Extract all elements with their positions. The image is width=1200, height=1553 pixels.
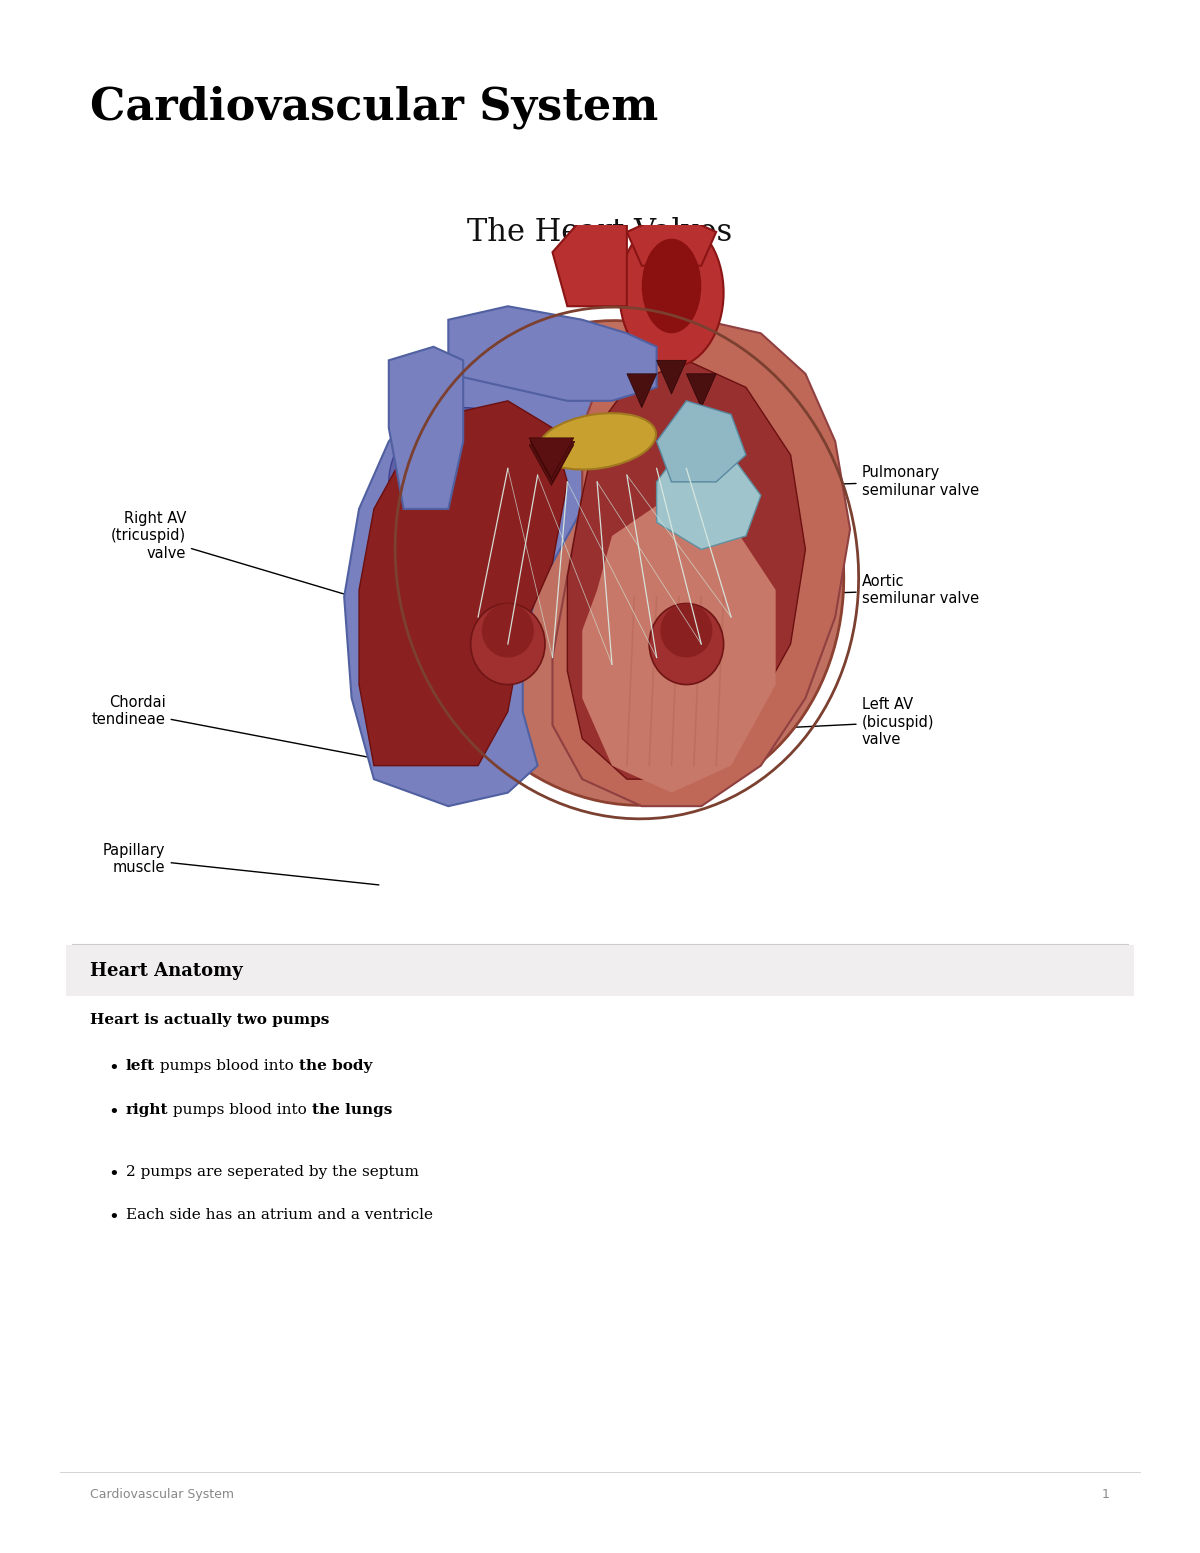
Polygon shape xyxy=(529,438,574,478)
Polygon shape xyxy=(552,219,626,306)
Text: Heart is actually two pumps: Heart is actually two pumps xyxy=(90,1013,329,1027)
Bar xyxy=(66,944,1134,997)
Text: pumps blood into: pumps blood into xyxy=(168,1103,312,1117)
Text: •: • xyxy=(108,1103,119,1121)
Polygon shape xyxy=(582,495,775,792)
Text: left: left xyxy=(126,1059,155,1073)
Polygon shape xyxy=(656,441,761,550)
Text: right: right xyxy=(126,1103,168,1117)
Text: 1: 1 xyxy=(1102,1488,1110,1500)
Text: Papillary
muscle: Papillary muscle xyxy=(103,843,379,885)
Text: pumps blood into: pumps blood into xyxy=(155,1059,299,1073)
Text: Chordai
tendineae: Chordai tendineae xyxy=(91,696,370,758)
Text: the lungs: the lungs xyxy=(312,1103,392,1117)
Ellipse shape xyxy=(649,604,724,685)
Text: the body: the body xyxy=(299,1059,372,1073)
Polygon shape xyxy=(552,320,850,806)
Polygon shape xyxy=(656,401,746,481)
Polygon shape xyxy=(626,374,656,407)
Polygon shape xyxy=(626,211,716,266)
Polygon shape xyxy=(686,374,716,407)
Polygon shape xyxy=(344,346,612,806)
Text: Pulmonary
semilunar valve: Pulmonary semilunar valve xyxy=(680,466,979,497)
Polygon shape xyxy=(449,306,656,401)
Text: 2 pumps are seperated by the septum: 2 pumps are seperated by the septum xyxy=(126,1165,419,1179)
Text: •: • xyxy=(108,1059,119,1078)
Ellipse shape xyxy=(482,604,534,657)
Polygon shape xyxy=(529,444,574,486)
Polygon shape xyxy=(656,360,686,394)
Ellipse shape xyxy=(410,320,844,806)
Text: •: • xyxy=(108,1208,119,1227)
Text: Left AV
(bicuspid)
valve: Left AV (bicuspid) valve xyxy=(680,697,934,747)
Ellipse shape xyxy=(470,604,545,685)
Ellipse shape xyxy=(642,239,701,334)
Polygon shape xyxy=(530,441,575,481)
Ellipse shape xyxy=(539,413,656,469)
Polygon shape xyxy=(389,346,463,509)
Text: Heart Anatomy: Heart Anatomy xyxy=(90,961,242,980)
Text: The Heart Valves: The Heart Valves xyxy=(467,217,733,248)
Text: Aortic
semilunar valve: Aortic semilunar valve xyxy=(680,575,979,606)
Ellipse shape xyxy=(389,407,538,556)
Ellipse shape xyxy=(619,219,724,367)
Text: Cardiovascular System: Cardiovascular System xyxy=(90,85,659,129)
Text: •: • xyxy=(108,1165,119,1183)
Ellipse shape xyxy=(660,604,713,657)
Polygon shape xyxy=(359,401,568,766)
Text: Each side has an atrium and a ventricle: Each side has an atrium and a ventricle xyxy=(126,1208,433,1222)
Text: Cardiovascular System: Cardiovascular System xyxy=(90,1488,234,1500)
Text: Right AV
(tricuspid)
valve: Right AV (tricuspid) valve xyxy=(110,511,391,607)
Polygon shape xyxy=(568,360,805,780)
